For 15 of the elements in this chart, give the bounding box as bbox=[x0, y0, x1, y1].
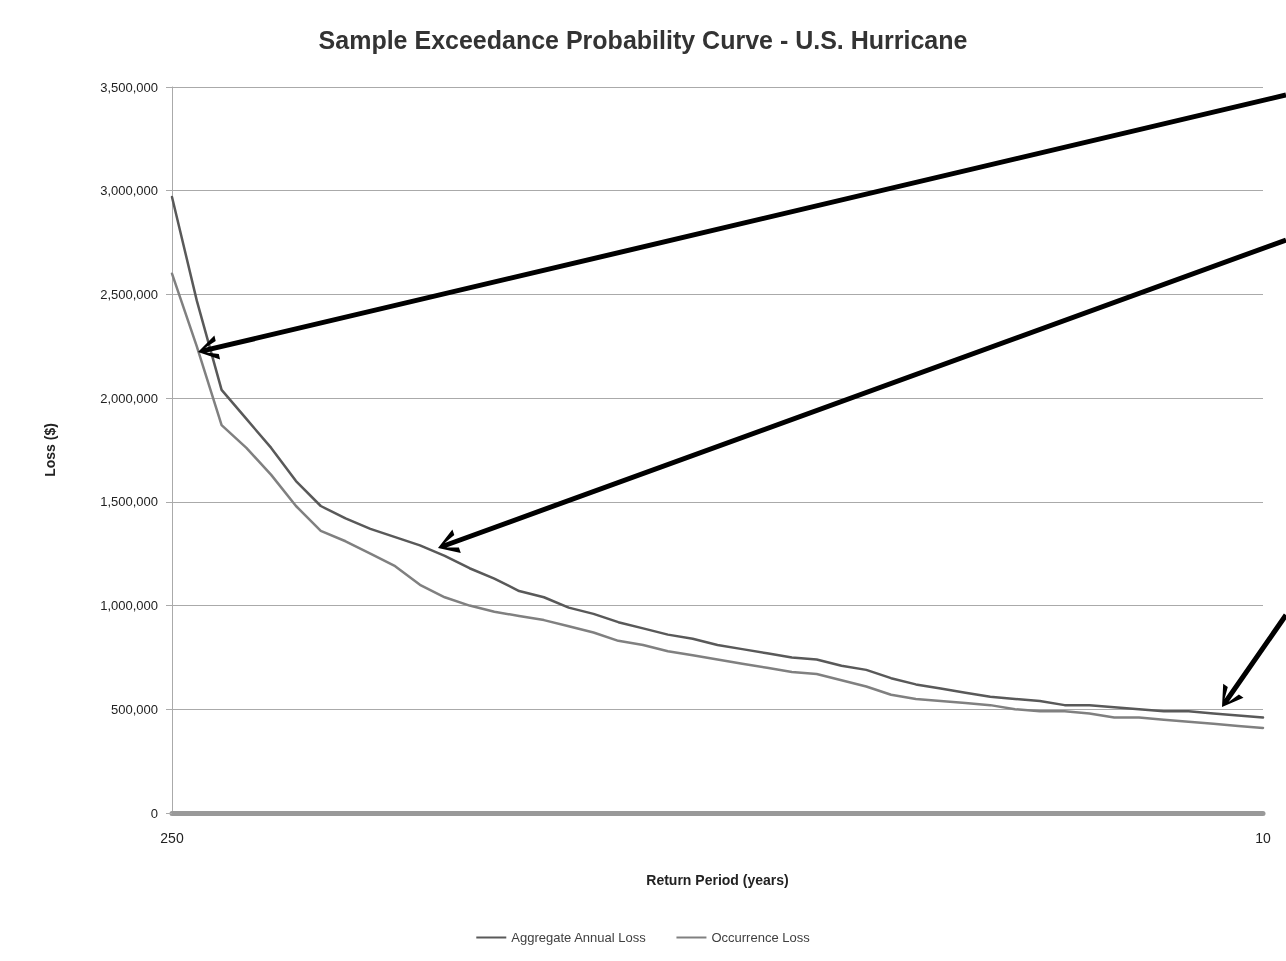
y-axis-title: Loss ($) bbox=[42, 423, 58, 477]
y-tick-label: 2,000,000 bbox=[100, 390, 158, 406]
y-tick-label: 500,000 bbox=[111, 701, 158, 717]
y-tick-label: 3,500,000 bbox=[100, 79, 158, 95]
legend-label: Occurrence Loss bbox=[711, 930, 811, 945]
legend-label: Aggregate Annual Loss bbox=[511, 930, 647, 945]
y-tick-label: 0 bbox=[150, 805, 158, 821]
y-tick-label: 1,000,000 bbox=[100, 598, 158, 614]
y-tick-label: 1,500,000 bbox=[100, 494, 158, 510]
x-axis-title: Return Period (years) bbox=[646, 872, 789, 888]
y-tick-label: 3,000,000 bbox=[100, 183, 158, 199]
chart-title: Sample Exceedance Probability Curve - U.S. Hurricane bbox=[318, 25, 968, 54]
y-tick-label: 2,500,000 bbox=[100, 286, 158, 302]
x-tick-label: 250 bbox=[160, 830, 184, 846]
x-tick-label: 10 bbox=[1255, 830, 1271, 846]
